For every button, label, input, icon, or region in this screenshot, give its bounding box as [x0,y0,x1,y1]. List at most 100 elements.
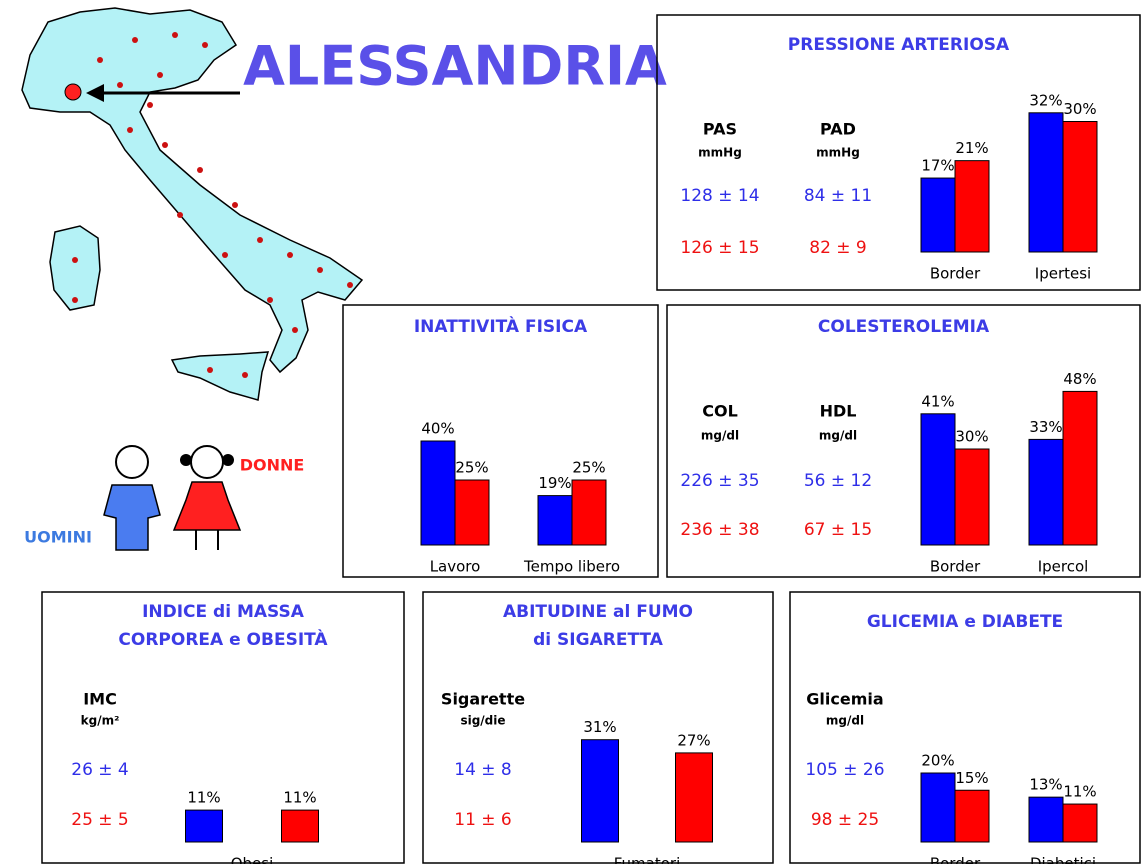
panel [41,591,405,864]
bar [920,772,956,843]
panel-title: ABITUDINE al FUMO [503,602,693,622]
measure-value: 126 ± 15 [680,238,759,258]
value-label: 11% [1063,783,1096,801]
measure-value: 82 ± 9 [809,238,867,258]
bar [920,177,956,253]
value-label: 17% [921,157,954,175]
measure-unit: kg/m² [81,714,120,728]
measure-name: HDL [820,402,857,421]
value-label: 48% [1063,370,1096,388]
category-label: Fumatori [614,855,681,864]
category-label: Ipertesi [1035,265,1091,283]
value-label: 32% [1029,91,1062,109]
value-label: 21% [955,139,988,157]
measure-value: 26 ± 4 [71,760,129,780]
value-label: 13% [1029,776,1062,794]
measure-unit: sig/die [460,714,505,728]
value-label: 15% [955,769,988,787]
measure-unit: mg/dl [701,429,739,443]
value-label: 11% [187,789,220,807]
measure-value: 67 ± 15 [804,520,872,540]
category-label: Border [930,265,981,283]
legend-men: UOMINI [24,528,92,547]
alessandria-marker [64,83,82,101]
measure-unit: mg/dl [819,429,857,443]
value-label: 40% [421,420,454,438]
measure-unit: mmHg [698,146,742,160]
bar [675,752,713,843]
bar [920,413,956,546]
bar [1028,438,1064,546]
panel-title: GLICEMIA e DIABETE [867,612,1063,632]
bar [1062,803,1098,843]
measure-value: 14 ± 8 [454,760,512,780]
value-label: 31% [583,718,616,736]
category-label: Border [930,855,981,864]
bar [454,479,490,546]
measure-unit: mg/dl [826,714,864,728]
measure-value: 11 ± 6 [454,810,512,830]
bar [954,448,990,546]
panel-title: COLESTEROLEMIA [818,317,990,337]
city-dots [72,32,353,378]
category-label: Obesi [231,855,274,864]
category-label: Tempo libero [523,558,620,576]
panel-title: INDICE di MASSA [142,602,305,622]
map-italy [21,7,364,401]
value-label: 30% [1063,100,1096,118]
bar [537,495,573,546]
sicily [170,351,270,401]
mainland [21,7,364,374]
value-label: 33% [1029,418,1062,436]
bar [420,440,456,546]
bar [954,160,990,253]
panel [656,14,1141,291]
bar [1062,390,1098,546]
measure-name: Sigarette [441,690,525,709]
measure-value: 84 ± 11 [804,186,872,206]
main-title: ALESSANDRIA [243,35,667,98]
category-label: Border [930,558,981,576]
bar [954,789,990,843]
panel [422,591,774,864]
measure-value: 128 ± 14 [680,186,759,206]
measure-name: Glicemia [806,690,883,709]
measure-name: IMC [83,690,117,709]
panel-title: PRESSIONE ARTERIOSA [788,35,1010,55]
figure-man [103,445,161,551]
panel-title: di SIGARETTA [533,630,664,650]
measure-value: 98 ± 25 [811,810,879,830]
measure-name: PAD [820,120,856,139]
bar [581,739,619,843]
legend-women: DONNE [240,456,305,475]
measure-value: 56 ± 12 [804,471,872,491]
value-label: 19% [538,474,571,492]
bar [1062,121,1098,253]
value-label: 20% [921,752,954,770]
panel-title: INATTIVITÀ FISICA [414,315,588,337]
measure-value: 236 ± 38 [680,520,759,540]
panel-title: CORPOREA e OBESITÀ [118,628,328,650]
measure-value: 105 ± 26 [805,760,884,780]
measure-unit: mmHg [816,146,860,160]
value-label: 41% [921,392,954,410]
category-label: Diabetici [1030,855,1096,864]
panel [789,591,1141,864]
bar [1028,796,1064,843]
measure-name: COL [702,402,738,421]
bar [281,809,319,843]
bar [185,809,223,843]
bar [571,479,607,546]
value-label: 27% [677,731,710,749]
measure-value: 226 ± 35 [680,471,759,491]
value-label: 25% [572,459,605,477]
figure-woman [172,445,242,550]
category-label: Lavoro [430,558,481,576]
category-label: Ipercol [1038,558,1089,576]
panel [666,304,1141,578]
value-label: 25% [455,459,488,477]
arrow-head [86,84,104,102]
measure-name: PAS [703,120,737,139]
panel [342,304,659,578]
